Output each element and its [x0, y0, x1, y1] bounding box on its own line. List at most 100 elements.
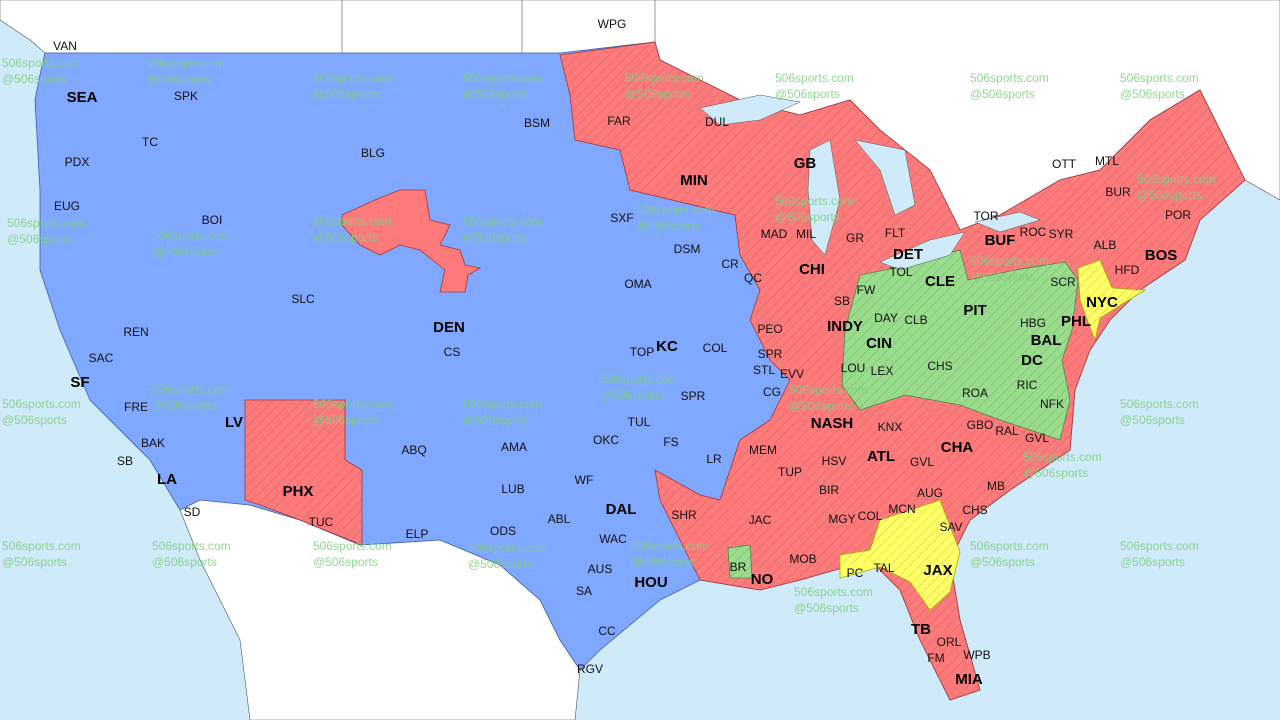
city-label: FAR	[607, 114, 631, 128]
city-label: SCR	[1050, 275, 1076, 289]
city-label: DUL	[705, 115, 729, 129]
city-label: VAN	[53, 39, 77, 53]
team-market-label: CHA	[941, 439, 974, 456]
city-label: GR	[846, 231, 864, 245]
team-market-label: CLE	[925, 273, 955, 290]
watermark: 506sports.com @506sports	[600, 372, 679, 402]
team-market-label: BOS	[1145, 247, 1178, 264]
city-label: SB	[117, 454, 133, 468]
watermark-text: 506sports.com	[1023, 450, 1102, 464]
city-label: ABQ	[401, 443, 426, 457]
city-label: KNX	[878, 420, 903, 434]
watermark: 506sports.com @506sports	[970, 71, 1049, 101]
city-label: SAC	[89, 351, 114, 365]
team-market-label: NO	[751, 571, 774, 588]
city-label: SLC	[291, 292, 315, 306]
watermark-text: 506sports.com	[775, 71, 854, 85]
watermark: 506sports.com @506sports	[625, 71, 704, 101]
city-label: COL	[703, 341, 728, 355]
watermark-text: 506sports.com	[152, 229, 231, 243]
watermarks: 506sports.com @506sports 506sports.com @506…	[2, 56, 1216, 615]
city-label: LOU	[841, 361, 866, 375]
watermark-text: 506sports.com	[2, 397, 81, 411]
team-market-label: TB	[911, 621, 931, 638]
city-label: DSM	[674, 242, 701, 256]
city-label: REN	[123, 325, 148, 339]
city-label: BUR	[1105, 185, 1131, 199]
watermark-text: 506sports.com	[789, 383, 868, 397]
watermark: 506sports.com @506sports	[1120, 397, 1199, 427]
city-label: GVL	[910, 455, 934, 469]
team-market-label: MIN	[680, 172, 708, 189]
city-label: MOB	[789, 552, 816, 566]
watermark-text: 506sports.com	[600, 372, 679, 386]
team-market-label: GB	[794, 155, 817, 172]
city-label: OMA	[624, 277, 651, 291]
watermark-text: @506sports	[463, 230, 528, 244]
city-label: QC	[744, 271, 762, 285]
city-label: BIR	[819, 483, 839, 497]
watermark-text: @506sports	[775, 87, 840, 101]
city-label: BLG	[361, 146, 385, 160]
city-label: LUB	[501, 482, 524, 496]
watermark: 506sports.com @506sports	[152, 382, 231, 412]
watermark-text: 506sports.com	[146, 57, 225, 71]
city-label: OKC	[593, 433, 619, 447]
watermark: 506sports.com @506sports	[152, 539, 231, 569]
watermark-text: @506sports	[2, 413, 67, 427]
watermark-text: 506sports.com	[313, 71, 392, 85]
watermark: 506sports.com @506sports	[152, 229, 231, 259]
watermark: 506sports.com @506sports	[463, 397, 542, 427]
city-label: SD	[184, 505, 201, 519]
watermark: 506sports.com @506sports	[313, 397, 392, 427]
city-label: MAD	[761, 227, 788, 241]
city-label: RAL	[995, 424, 1019, 438]
city-label: HFD	[1115, 263, 1140, 277]
watermark-text: 506sports.com	[630, 539, 709, 553]
city-label: SA	[576, 584, 592, 598]
city-label: CC	[598, 624, 616, 638]
city-label: CS	[444, 345, 461, 359]
watermark: 506sports.com @506sports	[313, 214, 392, 244]
team-market-label: ATL	[867, 448, 895, 465]
watermark: 506sports.com @506sports	[775, 71, 854, 101]
team-market-label: INDY	[827, 318, 863, 335]
watermark: 506sports.com @506sports	[1023, 450, 1102, 480]
watermark-text: 506sports.com	[1120, 71, 1199, 85]
watermark-text: 506sports.com	[463, 71, 542, 85]
watermark-text: @506sports	[625, 87, 690, 101]
city-label: MGY	[828, 512, 855, 526]
city-label: TUC	[309, 515, 334, 529]
watermark: 506sports.com @506sports	[1137, 172, 1216, 202]
watermark-text: 506sports.com	[1137, 172, 1216, 186]
watermark: 506sports.com @506sports	[775, 194, 854, 224]
watermark-text: 506sports.com	[463, 397, 542, 411]
watermark-text: 506sports.com	[152, 382, 231, 396]
watermark-text: @506sports	[7, 232, 72, 246]
watermark: 506sports.com @506sports	[468, 541, 547, 571]
watermark-text: @506sports	[1120, 413, 1185, 427]
city-label: WPG	[598, 17, 627, 31]
city-label: MB	[987, 479, 1005, 493]
city-label: FRE	[124, 400, 148, 414]
city-label: RGV	[577, 662, 603, 676]
city-label: CG	[763, 385, 781, 399]
city-label: DAY	[874, 311, 898, 325]
watermark-text: 506sports.com	[2, 56, 81, 70]
watermark-text: @506sports	[152, 398, 217, 412]
city-label: TUP	[778, 465, 802, 479]
team-market-label: HOU	[634, 574, 667, 591]
team-market-label: SEA	[67, 89, 98, 106]
team-market-label: PIT	[963, 302, 986, 319]
city-label: PDX	[65, 155, 90, 169]
watermark-text: 506sports.com	[152, 539, 231, 553]
team-market-label: DEN	[433, 319, 465, 336]
team-market-label: NASH	[811, 415, 854, 432]
watermark-text: 506sports.com	[794, 585, 873, 599]
watermark: 506sports.com @506sports	[794, 585, 873, 615]
city-label: SB	[834, 294, 850, 308]
team-market-label: DC	[1021, 352, 1043, 369]
watermark-text: 506sports.com	[775, 194, 854, 208]
watermark: 506sports.com @506sports	[313, 539, 392, 569]
city-label: CHS	[927, 359, 952, 373]
